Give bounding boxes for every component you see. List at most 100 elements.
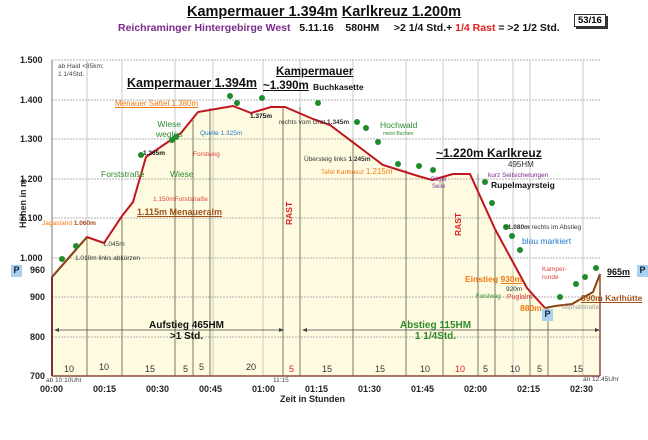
label-kamperrunde: Kamper-runde [542, 266, 567, 281]
label-1375: 1.375m [250, 113, 273, 120]
title-karlkreuz: Karlkreuz 1.200m [341, 4, 462, 20]
parking-icon: P [542, 309, 553, 321]
label-forstweg: Forstweg [193, 151, 220, 158]
profile-fill [52, 106, 600, 376]
segment-dividers [86, 107, 549, 376]
label-rupelmayrsteig: Rupelmayrsteig [491, 180, 555, 190]
aufstieg-label: Aufstieg 465HM >1 Std. [148, 320, 224, 342]
tour-number-badge: 53/16 [574, 14, 606, 27]
segment-min: 20 [246, 362, 257, 372]
label-karlhuette: 890m Karlhütte [581, 293, 643, 303]
label-menauer-sattel: Menauer Sattel 1.380m [115, 99, 199, 108]
svg-text:1.100: 1.100 [20, 213, 43, 223]
elevation-gain: 580HM [345, 22, 380, 34]
label-blau-markiert: blau markiert [522, 236, 572, 246]
label-uebersteig: Übersteig links 1.245m [304, 156, 371, 163]
title-kampermauer: Kampermauer 1.394m [186, 4, 338, 20]
tour-date: 5.11.16 [299, 22, 334, 34]
label-965: 965m [607, 267, 631, 277]
segment-min: 5 [537, 364, 543, 374]
label-rechts-grat: rechts vom Grat 1.345m [279, 119, 350, 126]
x-axis-ticks: 00:00 00:15 00:30 00:45 01:00 01:15 01:30 01:… [40, 384, 593, 394]
y-axis-ticks: 1.500 1.400 1.300 1.200 1.100 1.000 900 800 70… [20, 55, 45, 381]
label-1010: 1.010m links abkürzen [75, 255, 141, 262]
svg-text:02:15: 02:15 [517, 384, 540, 394]
start-time-note: ab 10:10Uhr [46, 377, 82, 384]
label-495hm: 495HM [508, 160, 534, 169]
svg-text:1.400: 1.400 [20, 95, 43, 105]
label-puglalm: Puglalm [507, 294, 533, 301]
label-1045: 1.045m [103, 241, 125, 248]
segment-min-rest: 10 [455, 364, 466, 374]
svg-text:800: 800 [30, 332, 45, 342]
label-920: 920m [506, 286, 523, 293]
profile-end-line [544, 273, 601, 309]
svg-text:00:30: 00:30 [146, 384, 169, 394]
svg-text:02:00: 02:00 [464, 384, 487, 394]
segment-min: 10 [510, 364, 521, 374]
label-kampermauer2-height: ~1.390m [263, 80, 309, 92]
label-seilsicherungen: kurz Seilsicherungen [488, 172, 549, 179]
segment-min: 10 [99, 362, 110, 372]
label-meist-buchen: meist Buchen [383, 131, 414, 137]
segment-min: 5 [199, 362, 205, 372]
svg-text:01:30: 01:30 [358, 384, 381, 394]
segment-min-rest: 5 [289, 364, 295, 374]
rast-label-2: RAST [453, 212, 463, 236]
mid-time-note: 11:15 [273, 377, 289, 384]
label-wiese-weglos: Wiese weglos [156, 119, 183, 139]
segment-min: 15 [573, 364, 584, 374]
label-wiese: Wiese [170, 169, 194, 179]
segment-min: 15 [322, 364, 333, 374]
label-880: 880m [520, 303, 542, 313]
region-name: Reichraminger Hintergebirge West [118, 22, 291, 34]
note-top-left: ab Haid <85km; 1 1/4Std. [58, 63, 104, 78]
segment-min: 15 [145, 364, 156, 374]
profile-road-line [51, 236, 88, 278]
label-quelle: Quelle 1.325m [200, 130, 243, 137]
chart-title: Kampermauer 1.394m Karlkreuz 1.200m [0, 4, 648, 20]
abstieg-label: Abstieg 115HM 1 1/4Std. [399, 320, 472, 342]
label-karlkreuz-peak: ~1.220m Karlkreuz [436, 146, 542, 160]
label-1265: 1.265m [143, 150, 166, 157]
svg-text:700: 700 [30, 371, 45, 381]
time-main: >2 1/4 Std.+ [393, 22, 453, 34]
label-kampermauer-peak: Kampermauer 1.394m [127, 76, 257, 90]
label-tafel-karlkreuz: Tafel Karlkreuz 1.215m [321, 167, 393, 176]
parking-icon: P [11, 265, 22, 277]
label-kampermauer2: Kampermauer [276, 66, 354, 78]
svg-text:01:00: 01:00 [252, 384, 275, 394]
label-buegel-seile: Bügel Seile [431, 177, 447, 190]
label-1080: ~1.080m rechts im Abstieg [504, 224, 582, 231]
y-axis-label: Höhen in m [18, 179, 28, 228]
svg-text:00:15: 00:15 [93, 384, 116, 394]
label-buchkasette: Buchkasette [313, 82, 364, 92]
segment-min: 10 [64, 364, 75, 374]
svg-text:02:30: 02:30 [570, 384, 593, 394]
segment-min: 5 [483, 364, 489, 374]
segment-min: 5 [183, 364, 189, 374]
time-total: = >2 1/2 Std. [498, 22, 560, 34]
horizontal-gridlines [52, 59, 600, 338]
svg-text:00:45: 00:45 [199, 384, 222, 394]
parking-icon: P [637, 265, 648, 277]
label-jagastand: Jagastand 1.060m [42, 220, 96, 227]
svg-text:1.300: 1.300 [20, 134, 43, 144]
label-einstieg: Einstieg 930m [465, 274, 523, 284]
svg-text:01:15: 01:15 [305, 384, 328, 394]
label-menaueralm: 1.115m Menaueralm [137, 207, 223, 217]
svg-text:900: 900 [30, 292, 45, 302]
svg-text:01:45: 01:45 [411, 384, 434, 394]
svg-text:1.000: 1.000 [20, 253, 43, 263]
end-time-note: an 12:45Uhr [583, 376, 619, 383]
svg-text:1.200: 1.200 [20, 174, 43, 184]
rast-label-1: RAST [284, 201, 294, 225]
segment-min: 15 [375, 364, 386, 374]
label-960: 960 [30, 265, 46, 275]
label-asphaltstrasse: Asphaltstraße [562, 305, 600, 311]
svg-text:1.500: 1.500 [20, 55, 43, 65]
chart-subtitle: Reichraminger Hintergebirge West 5.11.16… [118, 22, 560, 34]
label-forstweg2: Forstweg [476, 294, 501, 300]
x-axis-label: Zeit in Stunden [280, 394, 345, 404]
